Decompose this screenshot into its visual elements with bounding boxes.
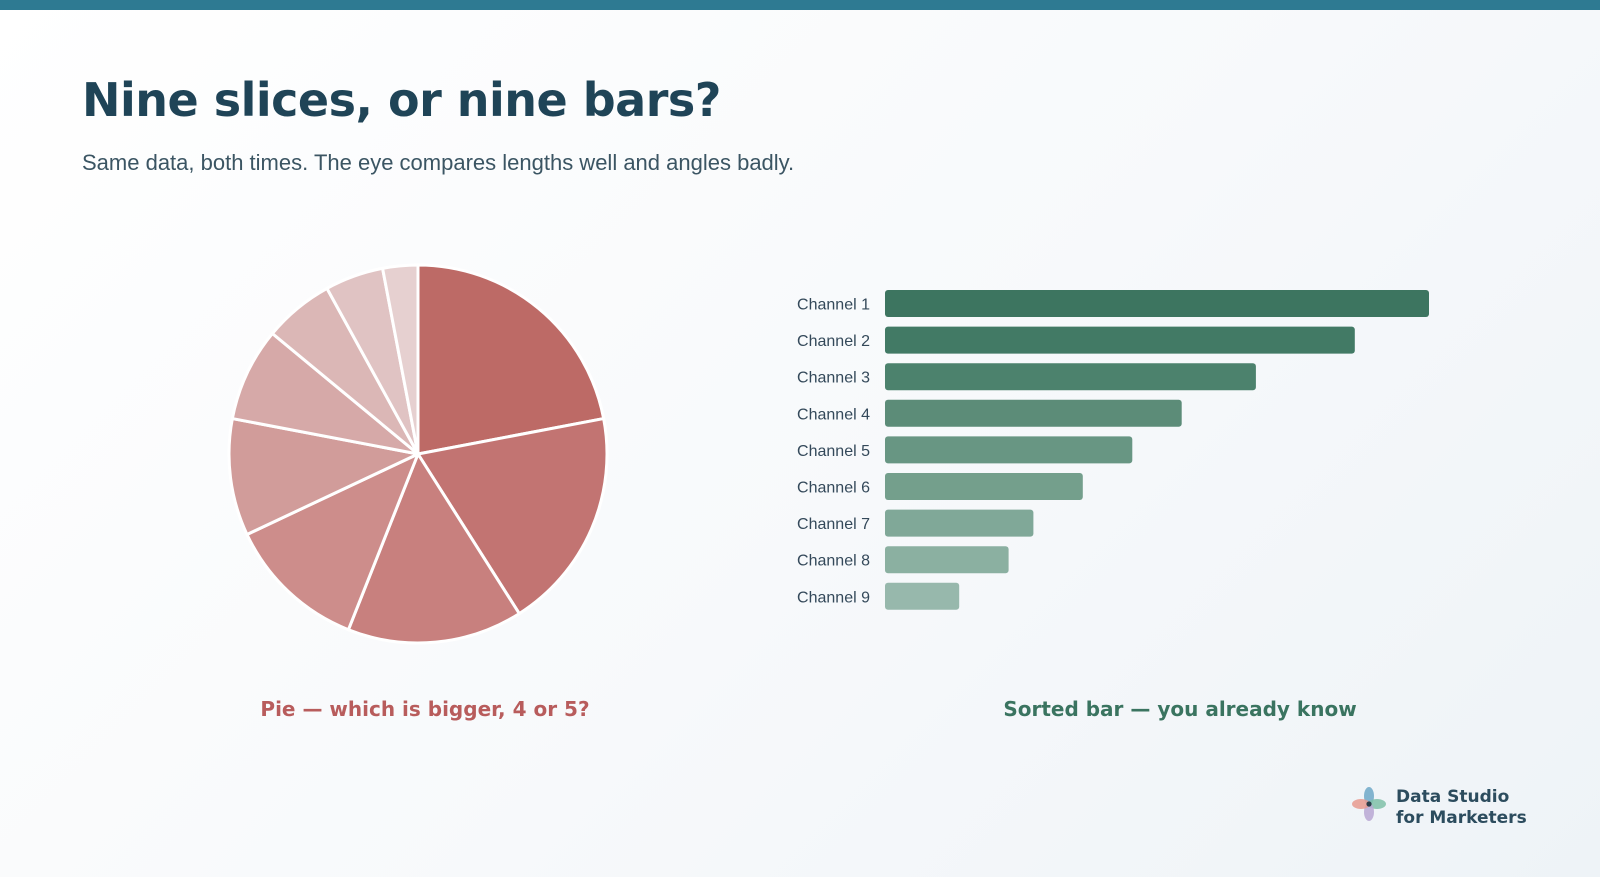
bar-label-1: Channel 1 xyxy=(797,297,870,314)
bar-6 xyxy=(885,473,1083,500)
pie-slice-2 xyxy=(416,417,609,616)
pie-slice-1 xyxy=(416,263,606,456)
bar-8 xyxy=(885,546,1009,574)
bar-label-7: Channel 7 xyxy=(797,516,870,533)
pie-chart xyxy=(227,263,609,645)
bar-5 xyxy=(885,436,1133,464)
brand-flower-icon xyxy=(1352,787,1386,821)
bar-label-6: Channel 6 xyxy=(797,480,870,497)
bar-label-3: Channel 3 xyxy=(797,370,870,387)
bar-chart: Channel 1 Channel 2 Channel 3 Channel 4 Chan… xyxy=(797,290,1429,610)
bar-2 xyxy=(885,326,1355,354)
pie-slice-5 xyxy=(227,417,420,536)
slide-title: Nine slices, or nine bars? xyxy=(82,73,721,127)
pie-caption: Pie — which is bigger, 4 or 5? xyxy=(260,697,590,721)
bar-3 xyxy=(885,363,1256,391)
brand-line-1: Data Studio xyxy=(1396,787,1510,807)
bar-label-2: Channel 2 xyxy=(797,333,870,350)
bar-7 xyxy=(885,509,1034,537)
bar-9 xyxy=(885,582,960,610)
bar-label-8: Channel 8 xyxy=(797,553,870,570)
bar-4 xyxy=(885,399,1182,427)
pie-slice-6 xyxy=(230,332,420,456)
bar-label-4: Channel 4 xyxy=(797,406,870,423)
brand-line-2: for Marketers xyxy=(1396,808,1527,828)
slide-subtitle: Same data, both times. The eye compares … xyxy=(82,150,795,175)
pie-slice-3 xyxy=(346,452,521,645)
bar-1 xyxy=(885,290,1429,317)
pie-slice-9 xyxy=(381,263,420,456)
top-accent-bar xyxy=(0,0,1600,10)
pie-slice-4 xyxy=(245,452,420,632)
bar-label-9: Channel 9 xyxy=(797,589,870,606)
bar-caption: Sorted bar — you already know xyxy=(1003,697,1357,721)
bar-label-5: Channel 5 xyxy=(797,443,870,460)
